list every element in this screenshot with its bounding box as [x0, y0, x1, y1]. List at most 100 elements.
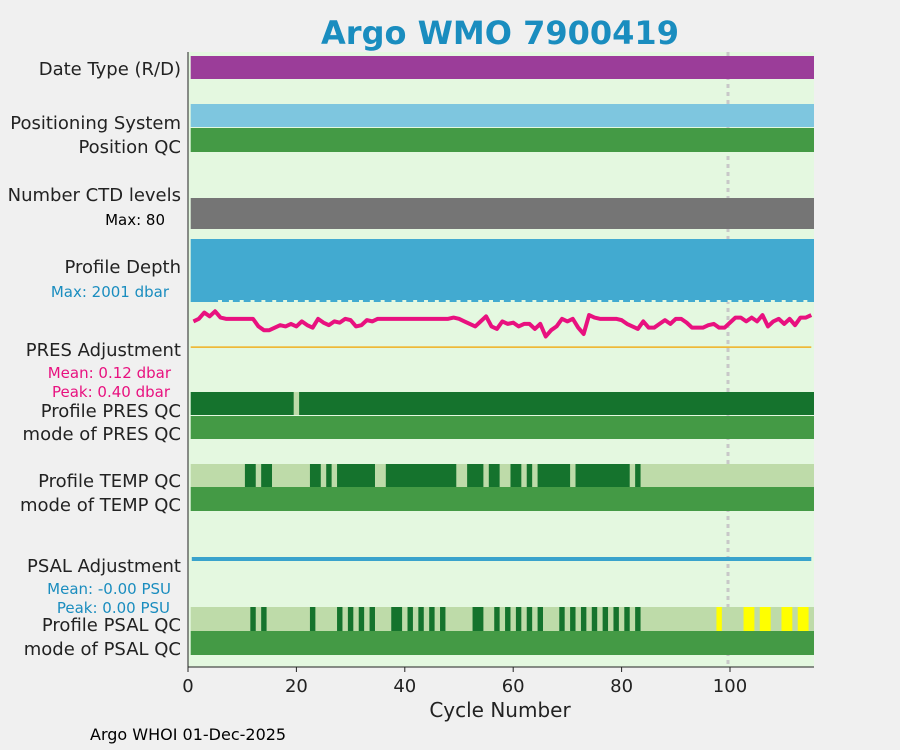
depth-gap	[261, 300, 266, 302]
depth-gap	[348, 300, 353, 302]
row-bar	[190, 631, 814, 655]
qc-base-bar	[190, 607, 814, 631]
qc-flag-segment	[613, 607, 619, 631]
qc-base-bar	[190, 392, 814, 415]
x-tick-label: 0	[182, 676, 193, 697]
depth-gap	[760, 300, 764, 302]
depth-gap	[358, 300, 363, 302]
qc-flag-segment	[369, 607, 375, 631]
depth-gap	[629, 300, 634, 302]
pres-adjustment-series	[192, 309, 813, 339]
depth-gap	[521, 300, 526, 302]
qc-flag-segment	[580, 607, 587, 631]
row-label: mode of TEMP QC	[20, 495, 181, 516]
depth-gap	[564, 300, 569, 302]
qc-flag-segment	[250, 607, 256, 631]
row-label: Date Type (R/D)	[39, 59, 181, 80]
qc-flag-segment	[407, 607, 413, 631]
row-note-line: Peak: 0.40 dbar	[52, 383, 171, 401]
depth-gap	[326, 300, 331, 302]
depth-gap	[499, 300, 504, 302]
qc-flag-segment	[510, 464, 522, 487]
x-tick-label: 60	[502, 676, 525, 697]
qc-flag-segment	[635, 607, 641, 631]
qc-flag-segment	[602, 607, 609, 631]
qc-flag-segment	[337, 607, 343, 631]
row-psal-adjustment	[191, 557, 812, 561]
row-bar	[190, 56, 814, 79]
depth-gap	[283, 300, 288, 302]
depth-gap	[434, 300, 439, 302]
depth-gap	[402, 300, 407, 302]
qc-flag-segment	[293, 392, 300, 415]
depth-gap	[792, 300, 797, 302]
qc-flag-segment	[418, 607, 424, 631]
row-label: PRES Adjustment	[26, 340, 181, 361]
row-label: mode of PRES QC	[23, 424, 181, 445]
row-position-qc	[190, 128, 814, 152]
x-tick-label: 80	[610, 676, 633, 697]
depth-gap	[304, 300, 309, 302]
depth-gap	[467, 300, 472, 302]
qc-flag-segment	[358, 607, 365, 631]
qc-flag-segment	[797, 607, 809, 631]
depth-gap	[489, 300, 493, 302]
row-profile-pres-qc	[190, 392, 814, 415]
profile-depth-bar	[190, 239, 814, 302]
qc-flag-segment	[488, 464, 500, 487]
qc-flag-segment	[467, 464, 484, 487]
row-profile-psal-qc	[190, 607, 814, 631]
qc-flag-segment	[624, 607, 630, 631]
row-bar	[190, 198, 814, 229]
qc-base-bar	[190, 464, 814, 487]
depth-gap	[781, 300, 786, 302]
psal-adjustment-series	[191, 557, 812, 561]
depth-gap	[272, 300, 277, 302]
footer-text: Argo WHOI 01-Dec-2025	[90, 725, 287, 744]
qc-flag-segment	[635, 464, 641, 487]
depth-gap	[478, 300, 483, 302]
depth-gap	[337, 300, 342, 302]
qc-flag-segment	[781, 607, 793, 631]
row-note-line: Peak: 0.00 PSU	[57, 599, 170, 617]
qc-flag-segment	[440, 607, 446, 631]
depth-gap	[369, 300, 374, 302]
qc-flag-segment	[326, 464, 332, 487]
row-label: Number CTD levels	[8, 185, 181, 206]
row-label: Profile Depth	[64, 257, 181, 278]
depth-gap	[554, 300, 559, 302]
depth-gap	[250, 300, 255, 302]
qc-flag-segment	[526, 607, 533, 631]
qc-flag-segment	[391, 607, 403, 631]
row-mode-of-psal-qc	[190, 631, 814, 655]
row-note-line: Mean: 0.12 dbar	[48, 364, 172, 382]
chart-rows	[190, 56, 814, 655]
depth-gap	[543, 300, 548, 302]
depth-gap	[510, 300, 515, 302]
qc-flag-segment	[261, 607, 267, 631]
row-number-ctd-levels	[190, 198, 814, 229]
depth-gap	[532, 300, 537, 302]
qc-flag-segment	[472, 607, 484, 631]
x-tick-label: 20	[285, 676, 308, 697]
row-bar	[190, 104, 814, 127]
row-profile-depth	[190, 239, 814, 302]
row-note-line: Mean: -0.00 PSU	[47, 580, 171, 598]
qc-flag-segment	[494, 607, 500, 631]
qc-flag-segment	[505, 607, 511, 631]
depth-gap	[424, 300, 428, 302]
qc-flag-segment	[261, 464, 273, 487]
depth-gap	[716, 300, 721, 302]
depth-gap	[673, 300, 678, 302]
qc-flag-segment	[743, 607, 755, 631]
qc-flag-segment	[575, 464, 630, 487]
depth-gap	[640, 300, 645, 302]
depth-gap	[738, 300, 743, 302]
x-tick-label: 100	[713, 676, 747, 697]
depth-gap	[770, 300, 775, 302]
depth-gap	[456, 300, 461, 302]
qc-flag-segment	[347, 607, 354, 631]
depth-gap	[239, 300, 244, 302]
row-labels: Date Type (R/D) Positioning System Positio…	[8, 59, 181, 660]
depth-gap	[619, 300, 624, 302]
